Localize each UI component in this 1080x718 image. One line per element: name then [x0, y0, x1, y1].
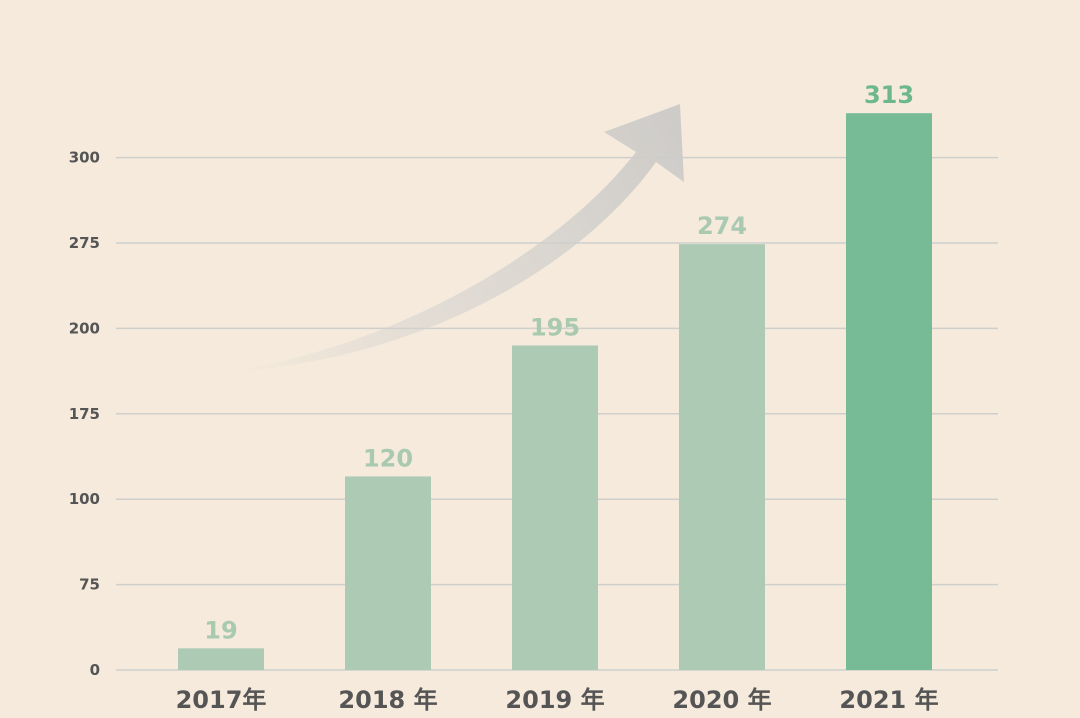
x-tick-label: 2017年	[176, 686, 267, 714]
bar-2017	[178, 648, 264, 670]
y-axis: 0 75 100 175 200 275 300	[69, 149, 100, 679]
y-tick-label: 200	[69, 319, 100, 337]
x-tick-label: 2020 年	[672, 686, 771, 714]
data-label: 313	[864, 81, 914, 109]
x-tick-label: 2018 年	[338, 686, 437, 714]
data-label: 195	[530, 313, 580, 341]
y-tick-label: 300	[69, 149, 100, 167]
trend-arrow-icon	[228, 104, 684, 372]
bar-2020	[679, 244, 765, 670]
y-tick-label: 0	[90, 661, 100, 679]
data-label: 19	[204, 616, 237, 644]
bar-2019	[512, 345, 598, 670]
x-tick-label: 2021 年	[839, 686, 938, 714]
data-labels: 19 120 195 274 313	[204, 81, 914, 644]
bar-2021	[846, 113, 932, 670]
x-axis: 2017年 2018 年 2019 年 2020 年 2021 年	[176, 686, 939, 714]
y-tick-label: 275	[69, 234, 100, 252]
x-tick-label: 2019 年	[505, 686, 604, 714]
y-tick-label: 175	[69, 405, 100, 423]
y-tick-label: 75	[79, 576, 100, 594]
bar-2018	[345, 476, 431, 670]
data-label: 120	[363, 444, 413, 472]
y-tick-label: 100	[69, 490, 100, 508]
data-label: 274	[697, 212, 747, 240]
bars	[178, 113, 932, 670]
